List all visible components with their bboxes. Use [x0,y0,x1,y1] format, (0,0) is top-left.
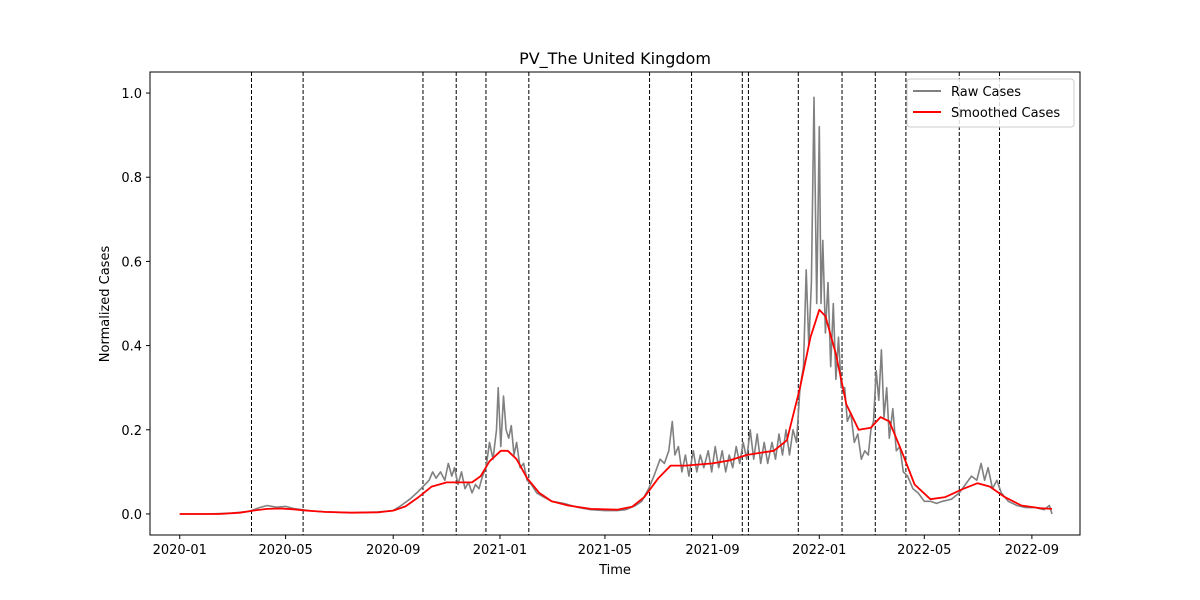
x-tick-label: 2020-09 [366,543,420,558]
legend-box [906,78,1075,128]
legend: Raw Cases Smoothed Cases [906,78,1075,128]
y-tick-label: 1.0 [121,87,142,102]
x-tick-label: 2021-01 [473,543,527,558]
chart-title: PV_The United Kingdom [519,49,711,69]
x-tick-label: 2021-05 [578,543,632,558]
x-tick-label: 2022-01 [792,543,846,558]
x-tick-label: 2020-05 [258,543,312,558]
y-axis-label: Normalized Cases [98,246,113,363]
x-tick-label: 2021-09 [685,543,739,558]
smoothed-cases-line [179,308,1053,515]
x-tick-label: 2022-05 [897,543,951,558]
y-tick-label: 0.2 [121,424,142,439]
y-tick-label: 0.6 [121,255,142,270]
series-layer [179,96,1053,515]
x-axis-ticks: 2020-01 2020-05 2020-09 2021-01 2021-05 2021-… [153,535,1059,558]
plot-frame [149,71,1081,536]
x-tick-label: 2020-01 [153,543,207,558]
y-tick-label: 0.4 [121,340,142,355]
legend-raw-label: Raw Cases [951,85,1021,100]
raw-cases-line [179,96,1053,515]
x-tick-label: 2022-09 [1005,543,1059,558]
y-tick-label: 0.8 [121,171,142,186]
legend-smoothed-label: Smoothed Cases [951,106,1060,121]
y-axis-ticks: 0.0 0.2 0.4 0.6 0.8 1.0 [121,87,150,523]
event-vertical-lines [250,72,1001,535]
y-tick-label: 0.0 [121,508,142,523]
x-axis-label: Time [598,563,631,578]
